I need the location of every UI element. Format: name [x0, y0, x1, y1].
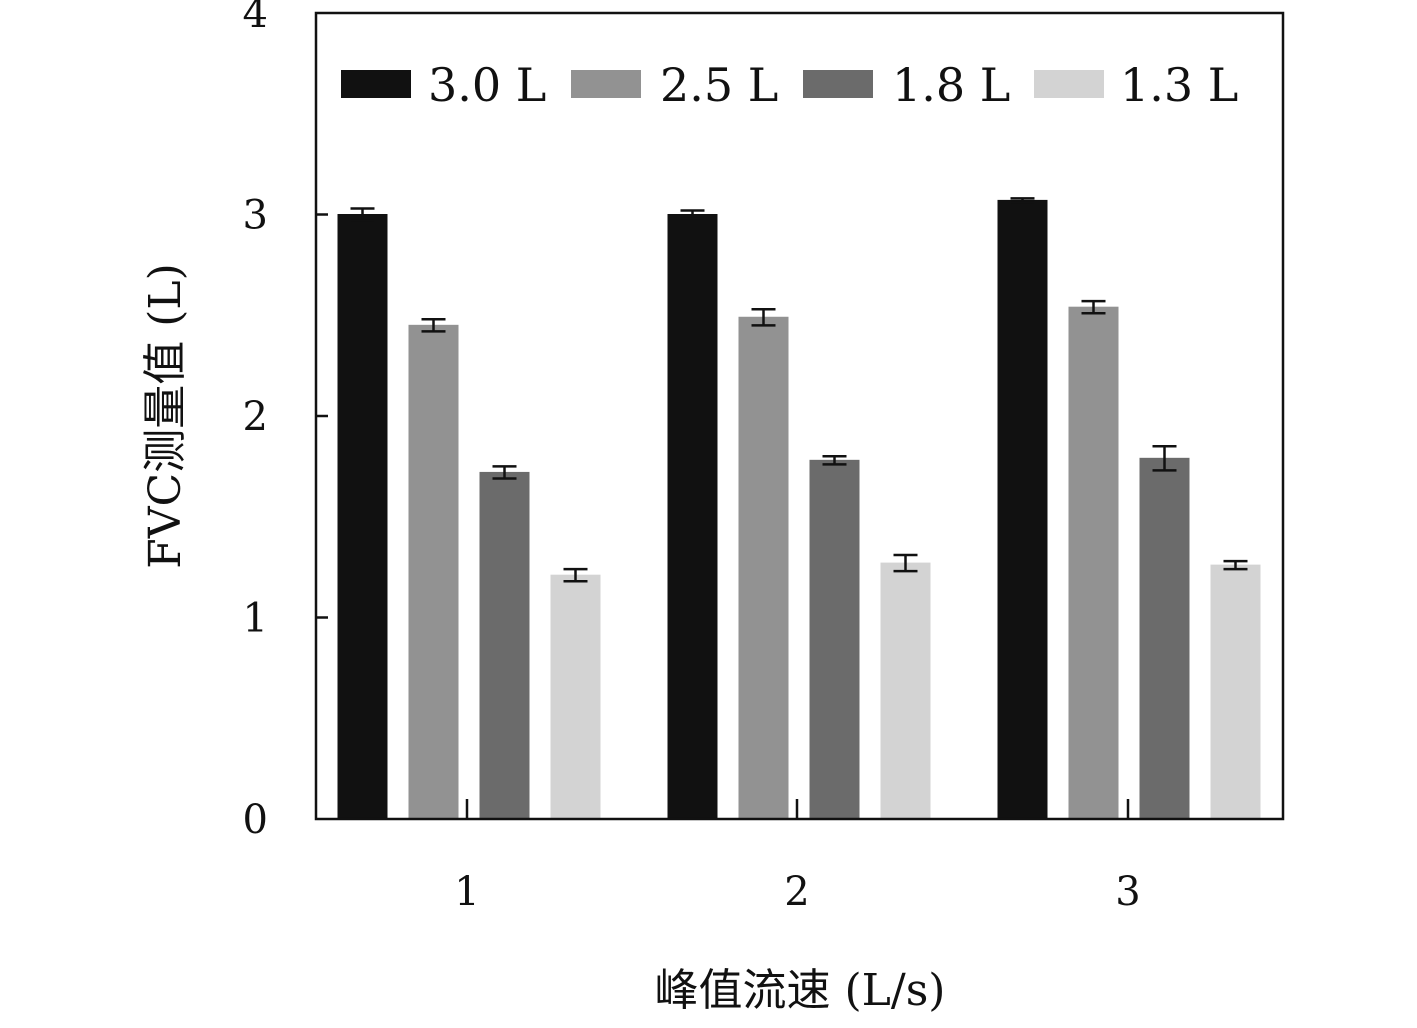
- bar-3-0-L-cat-3: [997, 199, 1048, 820]
- legend-item-1-3-L: 1.3 L: [1034, 58, 1238, 112]
- legend-swatch: [341, 70, 411, 98]
- error-bar-1-8-L-cat-1: [492, 465, 517, 480]
- bar-2-5-L-cat-3: [1068, 306, 1119, 820]
- y-tick-label-4: 4: [243, 0, 268, 37]
- y-tick-label-3: 3: [243, 193, 268, 239]
- bar-1-8-L-cat-3: [1139, 457, 1190, 820]
- bar-2-5-L-cat-1: [408, 324, 459, 820]
- bar-1-3-L-cat-2: [880, 562, 931, 820]
- legend-label: 2.5 L: [660, 58, 778, 112]
- bar-1-3-L-cat-1: [550, 574, 601, 820]
- legend-item-2-5-L: 2.5 L: [571, 58, 778, 112]
- y-axis-title: FVC测量值 (L): [140, 263, 191, 569]
- ticks-layer: [316, 213, 1130, 819]
- error-bar-3-0-L-cat-3: [1010, 197, 1035, 204]
- error-bar-1-8-L-cat-2: [822, 455, 847, 466]
- error-bar-1-8-L-cat-3: [1152, 444, 1177, 472]
- y-tick-labels: 0 1 2 3 4: [243, 0, 268, 843]
- bar-1-3-L-cat-3: [1210, 564, 1261, 820]
- bars-layer: [337, 199, 1261, 820]
- error-bar-2-5-L-cat-1: [421, 318, 446, 333]
- plot-frame: [314, 11, 1285, 821]
- y-tick-label-1: 1: [243, 596, 268, 642]
- error-bar-1-3-L-cat-3: [1223, 559, 1248, 571]
- error-bar-1-3-L-cat-2: [893, 553, 918, 573]
- bar-1-8-L-cat-2: [809, 459, 860, 820]
- error-bars-layer: [350, 197, 1248, 583]
- x-axis-title: 峰值流速 (L/s): [655, 965, 946, 1016]
- legend-label: 3.0 L: [428, 58, 546, 112]
- x-tick-label-2: 2: [784, 869, 809, 915]
- bar-1-8-L-cat-1: [479, 471, 530, 820]
- error-bar-3-0-L-cat-1: [350, 207, 375, 222]
- y-tick-label-2: 2: [243, 394, 268, 440]
- legend-label: 1.8 L: [892, 58, 1010, 112]
- error-bar-2-5-L-cat-2: [751, 307, 776, 327]
- x-tick-label-1: 1: [454, 869, 479, 915]
- error-bar-2-5-L-cat-3: [1081, 299, 1106, 315]
- y-tick-label-0: 0: [243, 797, 268, 843]
- legend-item-1-8-L: 1.8 L: [803, 58, 1010, 112]
- bar-2-5-L-cat-2: [738, 316, 789, 820]
- legend-swatch: [571, 70, 641, 98]
- bar-3-0-L-cat-1: [337, 214, 388, 820]
- bar-3-0-L-cat-2: [667, 214, 718, 820]
- error-bar-3-0-L-cat-2: [680, 209, 705, 220]
- x-tick-labels: 1 2 3: [454, 869, 1140, 915]
- legend: 3.0 L 2.5 L 1.8 L 1.3 L: [341, 58, 1238, 112]
- legend-item-3-0-L: 3.0 L: [341, 58, 546, 112]
- x-tick-label-3: 3: [1115, 869, 1140, 915]
- error-bar-1-3-L-cat-1: [563, 567, 588, 583]
- legend-label: 1.3 L: [1120, 58, 1238, 112]
- legend-swatch: [1034, 70, 1104, 98]
- legend-swatch: [803, 70, 873, 98]
